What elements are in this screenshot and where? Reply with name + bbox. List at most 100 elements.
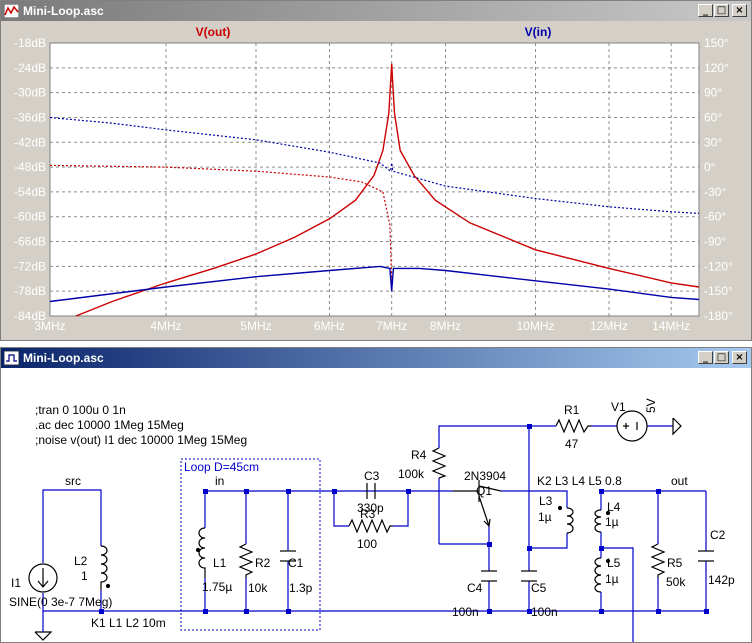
directive-ac[interactable]: .ac dec 10000 1Meg 15Meg [35,418,184,432]
x-tick-label: 6MHz [314,319,345,333]
r4-name[interactable]: R4 [411,448,427,462]
voltage-source-v1-icon[interactable] [616,410,648,442]
c3-value[interactable]: 330p [357,501,384,515]
y-left-tick-label: -48dB [14,160,46,174]
x-tick-label: 4MHz [150,319,181,333]
current-source-i1-icon[interactable] [28,563,58,593]
l1-value[interactable]: 1.75µ [202,580,232,594]
y-left-tick-label: -72dB [14,259,46,273]
x-tick-label: 10MHz [516,319,554,333]
inductor-l3-icon[interactable] [566,507,574,534]
schematic-window-titlebar[interactable]: Mini-Loop.asc _ □ × [1,348,751,368]
schematic-window-title: Mini-Loop.asc [23,351,104,365]
series-vin-magnitude[interactable] [49,265,700,303]
legend-v-out[interactable]: V(out) [196,25,231,39]
resistor-r5-icon[interactable] [650,543,666,578]
y-right-tick-label: 30° [704,135,722,149]
minimize-button[interactable]: _ [698,351,713,364]
v1-name[interactable]: V1 [611,400,626,414]
c4-value[interactable]: 100n [452,605,479,619]
l2-name[interactable]: L2 [74,554,88,568]
l3-value[interactable]: 1µ [538,510,552,524]
legend-v-in[interactable]: V(in) [525,25,552,39]
junction-dots [99,424,709,614]
loop-box-label[interactable]: Loop D=45cm [184,460,259,474]
y-right-tick-label: -60° [704,210,726,224]
i1-name[interactable]: I1 [11,576,21,590]
l4-value[interactable]: 1µ [605,515,619,529]
r2-name[interactable]: R2 [255,556,271,570]
l5-name[interactable]: L5 [607,556,621,570]
bode-plot[interactable]: 3MHz 4MHz 5MHz 6MHz 7MHz 8MHz 10MHz 12MHz 14MHz-… [1,21,751,340]
coupling-k2[interactable]: K2 L3 L4 L5 0.8 [537,474,622,488]
l5-value[interactable]: 1µ [605,572,619,586]
resistor-r4-icon[interactable] [431,447,447,479]
r3-value[interactable]: 100 [357,537,377,551]
c1-name[interactable]: C1 [288,556,304,570]
r1-name[interactable]: R1 [564,403,580,417]
inductor-l2-icon[interactable] [100,545,108,590]
i1-value[interactable]: SINE(0 3e-7 7Meg) [9,595,112,609]
ground-v1-icon [672,417,682,436]
c5-value[interactable]: 100n [531,605,558,619]
l1-name[interactable]: L1 [213,556,227,570]
y-right-tick-label: -90° [704,235,726,249]
c4-name[interactable]: C4 [467,581,483,595]
c2-name[interactable]: C2 [710,528,726,542]
capacitor-c2-icon[interactable] [698,550,714,562]
r5-name[interactable]: R5 [667,556,683,570]
schematic-window: Mini-Loop.asc _ □ × ;tran 0 100u 0 1n .a… [0,347,752,643]
maximize-button[interactable]: □ [714,4,729,17]
r2-value[interactable]: 10k [248,581,268,595]
l2-value[interactable]: 1 [81,569,88,583]
c5-name[interactable]: C5 [531,581,547,595]
close-button[interactable]: × [732,4,747,17]
x-tick-label: 5MHz [240,319,271,333]
capacitor-c1-icon[interactable] [280,550,296,562]
x-tick-label: 7MHz [376,319,407,333]
coupling-k1[interactable]: K1 L1 L2 10m [91,616,166,630]
l3-name[interactable]: L3 [539,494,553,508]
r1-value[interactable]: 47 [565,437,579,451]
q1-name[interactable]: Q1 [476,484,492,498]
v1-value[interactable]: 5V [644,398,658,413]
net-label-in[interactable]: in [215,474,224,488]
y-right-tick-label: -30° [704,185,726,199]
resistor-r2-icon[interactable] [238,543,254,578]
c3-name[interactable]: C3 [364,469,380,483]
directive-noise[interactable]: ;noise v(out) I1 dec 10000 1Meg 15Meg [35,433,247,447]
capacitor-c5-icon[interactable] [521,570,537,582]
series-vout-phase[interactable] [49,164,393,283]
maximize-button[interactable]: □ [714,351,729,364]
c2-value[interactable]: 142p [708,573,735,587]
inductor-l1-icon[interactable] [198,527,206,578]
l4-name[interactable]: L4 [607,500,621,514]
y-right-tick-label: -180° [704,309,733,323]
loop-box [180,458,321,631]
transistor-q1-icon[interactable] [453,480,502,528]
y-left-tick-label: -18dB [14,36,46,50]
r3-name[interactable]: R3 [360,507,376,521]
plot-area[interactable] [49,42,700,317]
q1-model[interactable]: 2N3904 [464,469,506,483]
y-right-tick-label: 120° [704,61,729,75]
schematic-canvas[interactable]: ;tran 0 100u 0 1n .ac dec 10000 1Meg 15M… [1,368,751,642]
capacitor-c3-icon[interactable] [366,483,376,499]
c1-value[interactable]: 1.3p [289,581,313,595]
capacitor-c4-icon[interactable] [481,570,497,582]
x-tick-label: 12MHz [590,319,628,333]
resistor-r3-icon[interactable] [348,518,393,534]
r5-value[interactable]: 50k [666,575,686,589]
minimize-button[interactable]: _ [698,4,713,17]
inductor-l4-icon[interactable] [594,509,602,533]
waveform-icon [4,4,19,18]
resistor-r1-icon[interactable] [555,418,591,434]
inductor-l5-icon[interactable] [594,557,602,593]
series-vout-magnitude[interactable] [75,63,700,317]
directive-tran[interactable]: ;tran 0 100u 0 1n [35,403,126,417]
plot-window-titlebar[interactable]: Mini-Loop.asc _ □ × [1,1,751,21]
close-button[interactable]: × [732,351,747,364]
net-label-out[interactable]: out [671,474,688,488]
r4-value[interactable]: 100k [398,467,425,481]
net-label-src[interactable]: src [65,474,81,488]
